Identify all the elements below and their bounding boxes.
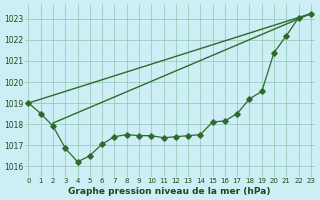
X-axis label: Graphe pression niveau de la mer (hPa): Graphe pression niveau de la mer (hPa) bbox=[68, 187, 271, 196]
